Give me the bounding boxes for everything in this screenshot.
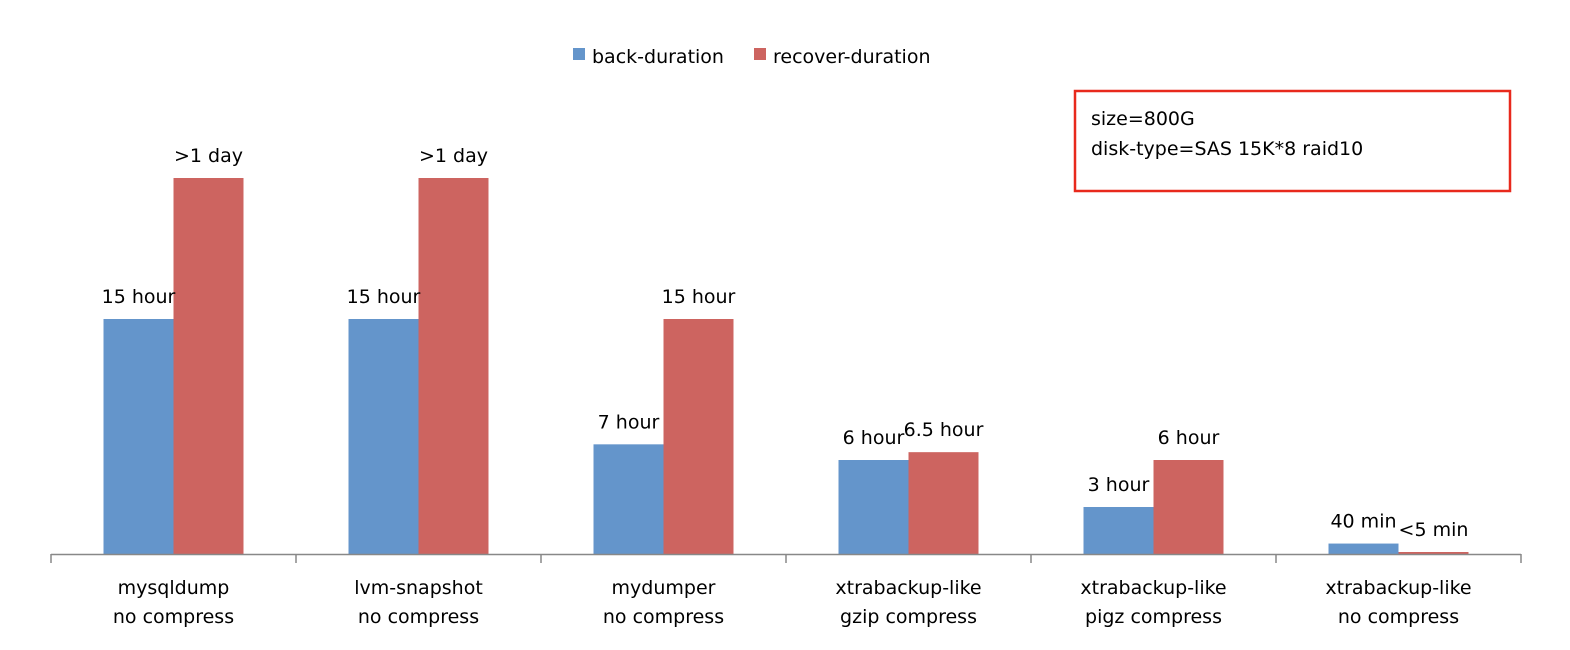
bars — [103, 178, 1469, 554]
data-label-recover-duration-2: 15 hour — [662, 286, 736, 308]
data-label-recover-duration-0: >1 day — [174, 145, 243, 167]
category-label-3-line-0: xtrabackup-like — [835, 577, 981, 599]
legend-swatch-recover-duration — [754, 48, 766, 60]
bar-recover-duration-1 — [418, 178, 489, 554]
category-label-0-line-1: no compress — [113, 606, 234, 628]
data-label-recover-duration-5: <5 min — [1399, 519, 1469, 541]
category-label-2-line-1: no compress — [603, 606, 724, 628]
data-label-back-duration-0: 15 hour — [102, 286, 176, 308]
data-label-back-duration-2: 7 hour — [598, 411, 660, 433]
bar-recover-duration-3 — [908, 452, 979, 554]
bar-back-duration-0 — [103, 319, 174, 554]
category-label-0-line-0: mysqldump — [118, 577, 230, 599]
data-label-back-duration-1: 15 hour — [347, 286, 421, 308]
data-label-back-duration-4: 3 hour — [1088, 474, 1150, 496]
data-label-back-duration-3: 6 hour — [843, 427, 905, 449]
data-label-recover-duration-1: >1 day — [419, 145, 488, 167]
data-labels: 15 hour >1 day 15 hour >1 day 7 hour 15 hour 6… — [102, 145, 1469, 541]
data-label-back-duration-5: 40 min — [1330, 511, 1396, 533]
legend-swatch-back-duration — [573, 48, 585, 60]
category-label-1-line-1: no compress — [358, 606, 479, 628]
category-label-1-line-0: lvm-snapshot — [354, 577, 483, 599]
bar-recover-duration-0 — [173, 178, 244, 554]
category-label-3-line-1: gzip compress — [840, 606, 977, 628]
category-label-4-line-1: pigz compress — [1085, 606, 1222, 628]
x-axis — [50, 553, 1522, 563]
category-label-5-line-1: no compress — [1338, 606, 1459, 628]
annotation-line-1: disk-type=SAS 15K*8 raid10 — [1091, 138, 1363, 160]
legend-label-back-duration: back-duration — [592, 46, 724, 68]
category-label-5-line-0: xtrabackup-like — [1325, 577, 1471, 599]
bar-back-duration-5 — [1328, 543, 1399, 554]
data-label-recover-duration-4: 6 hour — [1158, 427, 1220, 449]
bar-recover-duration-2 — [663, 319, 734, 554]
bar-recover-duration-4 — [1153, 460, 1224, 554]
category-label-2-line-0: mydumper — [612, 577, 716, 599]
annotation-line-0: size=800G — [1091, 108, 1195, 130]
annotation-box: size=800G disk-type=SAS 15K*8 raid10 — [1073, 89, 1512, 193]
category-labels: mysqldump no compress lvm-snapshot no compr… — [113, 577, 1472, 628]
annotation-border — [1073, 89, 1512, 193]
legend-label-recover-duration: recover-duration — [773, 46, 931, 68]
bar-back-duration-3 — [838, 460, 909, 554]
bar-recover-duration-5 — [1398, 552, 1469, 554]
bar-back-duration-1 — [348, 319, 419, 554]
data-label-recover-duration-3: 6.5 hour — [904, 419, 984, 441]
bar-back-duration-2 — [593, 444, 664, 554]
category-label-4-line-0: xtrabackup-like — [1080, 577, 1226, 599]
bar-back-duration-4 — [1083, 507, 1154, 554]
legend: back-duration recover-duration — [573, 46, 931, 68]
